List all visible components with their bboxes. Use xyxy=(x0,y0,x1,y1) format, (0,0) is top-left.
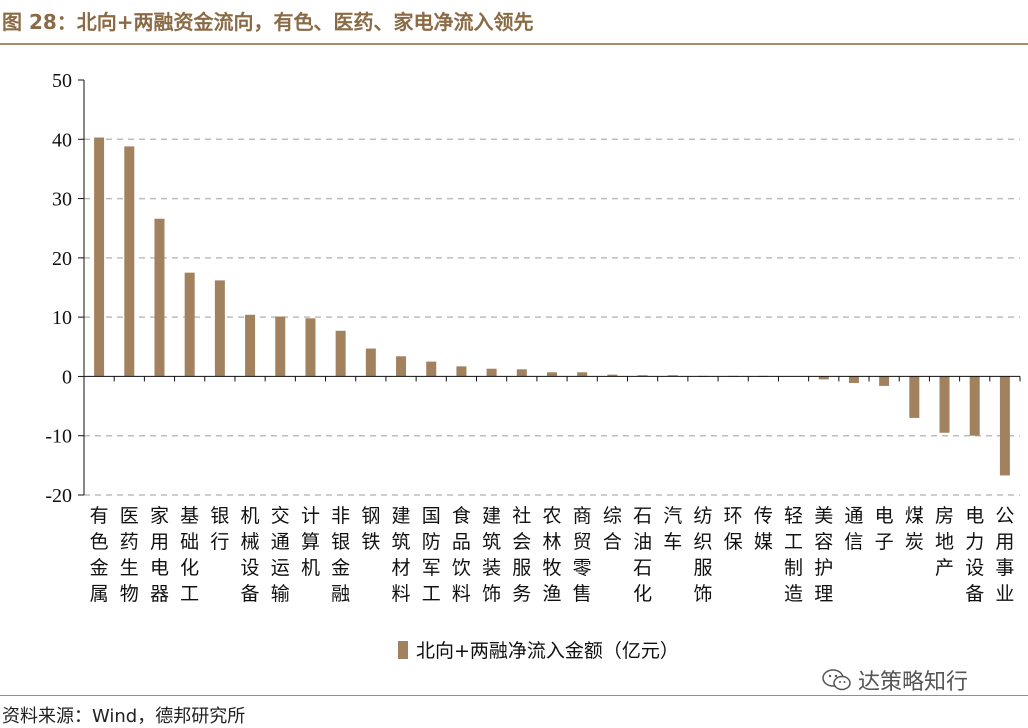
bar xyxy=(999,376,1010,476)
category-label: 食品饮料 xyxy=(452,505,471,605)
category-label: 家用电器 xyxy=(150,505,169,605)
bar xyxy=(486,368,497,377)
category-label: 建筑装饰 xyxy=(482,505,501,605)
bar xyxy=(184,272,195,377)
category-label: 机械设备 xyxy=(241,505,260,605)
category-label: 轻工制造 xyxy=(784,505,803,605)
source-note: 资料来源：Wind，德邦研究所 xyxy=(2,706,246,727)
y-tick-label: 0 xyxy=(62,366,72,388)
category-label: 医药生物 xyxy=(120,505,139,605)
legend-label: 北向+两融净流入金额（亿元） xyxy=(416,640,679,662)
bar xyxy=(848,376,859,383)
bar xyxy=(667,375,678,377)
category-label: 国防军工 xyxy=(422,505,441,605)
bar xyxy=(154,218,165,377)
category-label: 汽车 xyxy=(663,505,682,553)
watermark: 达策略知行 xyxy=(822,664,968,696)
y-tick-label: 40 xyxy=(52,129,72,151)
y-tick-label: 10 xyxy=(52,307,72,329)
y-tick-label: -20 xyxy=(45,485,72,507)
bar xyxy=(607,374,618,377)
bar xyxy=(94,137,105,377)
bar xyxy=(939,376,950,433)
y-tick-label: 50 xyxy=(52,70,72,92)
legend-swatch xyxy=(398,641,408,659)
category-label: 商贸零售 xyxy=(573,505,592,605)
bar xyxy=(456,366,467,377)
bar xyxy=(969,376,980,436)
category-label: 美容护理 xyxy=(814,505,833,605)
axes xyxy=(78,79,1021,496)
category-label: 农林牧渔 xyxy=(542,505,561,605)
bars xyxy=(94,137,1010,476)
bar xyxy=(426,361,437,377)
category-label: 基础化工 xyxy=(180,505,199,605)
category-label: 传媒 xyxy=(754,505,773,553)
category-labels: 有色金属医药生物家用电器基础化工银行机械设备交通运输计算机非银金融钢铁建筑材料国… xyxy=(90,505,1015,605)
bar xyxy=(335,330,346,377)
bar xyxy=(214,280,225,377)
category-label: 房地产 xyxy=(935,505,954,579)
legend: 北向+两融净流入金额（亿元） xyxy=(398,640,679,662)
category-label: 交通运输 xyxy=(271,505,290,605)
category-label: 有色金属 xyxy=(90,505,109,605)
category-label: 通信 xyxy=(844,505,863,553)
bar xyxy=(909,376,920,418)
category-label: 电子 xyxy=(875,505,894,553)
y-tick-labels: 50 40 30 20 10 0 -10 -20 xyxy=(45,70,72,507)
category-label: 环保 xyxy=(724,505,743,553)
category-label: 纺织服饰 xyxy=(693,505,712,605)
y-tick-label: 30 xyxy=(52,189,72,211)
category-label: 建筑材料 xyxy=(392,505,411,605)
bar xyxy=(275,316,286,377)
y-tick-label: 20 xyxy=(52,248,72,270)
category-label: 银行 xyxy=(210,505,229,553)
wechat-icon xyxy=(822,669,851,691)
bar-chart: 50 40 30 20 10 0 -10 -20 有色金属医药生物家用电器基础化工银行机械设备… xyxy=(45,70,1021,662)
bar xyxy=(879,376,890,386)
category-label: 电力设备 xyxy=(965,505,984,605)
bar xyxy=(547,372,557,377)
category-label: 公用事业 xyxy=(995,505,1014,605)
title-divider xyxy=(0,43,1028,45)
figure-title: 图 28：北向+两融资金流向，有色、医药、家电净流入领先 xyxy=(2,10,534,34)
category-label: 非银金融 xyxy=(331,505,350,605)
footer-divider xyxy=(0,695,1028,696)
bar xyxy=(305,318,316,377)
category-label: 综合 xyxy=(603,505,622,553)
category-label: 煤炭 xyxy=(905,505,924,553)
grid-lines xyxy=(84,138,1020,496)
bar xyxy=(396,356,407,377)
bar xyxy=(577,372,588,377)
y-tick-label: -10 xyxy=(45,426,72,448)
watermark-text: 达策略知行 xyxy=(858,670,969,695)
category-label: 计算机 xyxy=(301,505,320,579)
category-label: 社会服务 xyxy=(512,505,531,605)
category-label: 钢铁 xyxy=(361,505,380,553)
bar xyxy=(124,146,135,377)
bar xyxy=(365,348,376,377)
bar xyxy=(637,375,648,377)
bar xyxy=(818,376,829,380)
bar xyxy=(245,314,256,377)
category-label: 石油石化 xyxy=(633,505,652,605)
bar xyxy=(516,369,527,377)
